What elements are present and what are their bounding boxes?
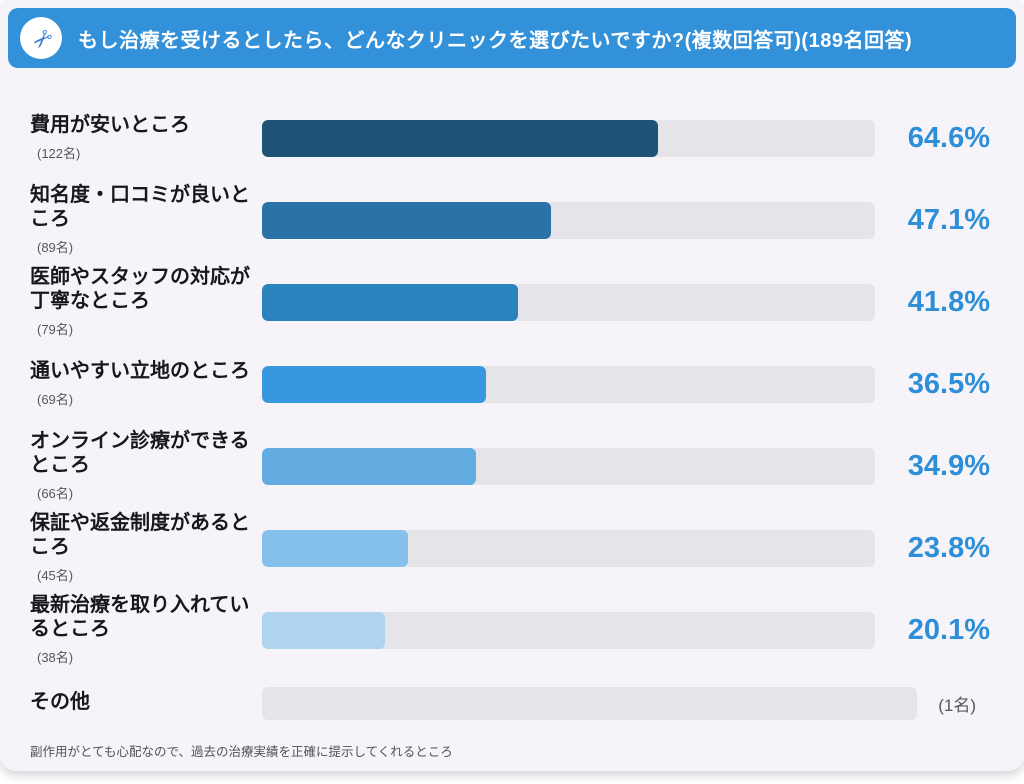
- value-label: 41.8%: [907, 285, 990, 318]
- bar-track: [262, 686, 917, 720]
- category-label: オンライン診療ができるところ: [30, 430, 250, 476]
- category-cell: その他: [30, 691, 262, 715]
- category-count: (38名): [37, 649, 74, 665]
- category-cell: 医師やスタッフの対応が丁寧なところ (79名): [30, 266, 262, 337]
- category-count: (122名): [37, 145, 81, 161]
- bar-fill: [262, 201, 551, 239]
- category-label: その他: [30, 691, 90, 714]
- category-label: 費用が安いところ: [30, 114, 190, 137]
- bar-track: [262, 611, 875, 649]
- category-count: (79名): [37, 321, 74, 337]
- bar-rows: 費用が安いところ (122名) 64.6% 知名度・口コミが良いところ (89名…: [0, 76, 1024, 760]
- category-label: 通いやすい立地のところ: [30, 360, 250, 383]
- category-count: (45名): [37, 567, 74, 583]
- bar-fill: [262, 611, 386, 649]
- category-count: (66名): [37, 485, 74, 501]
- table-row: 通いやすい立地のところ (69名) 36.5%: [30, 343, 990, 425]
- bar-track: [262, 283, 875, 321]
- header-icon-badge: ✂: [20, 17, 62, 59]
- chart-header: ✂ もし治療を受けるとしたら、どんなクリニックを選びたいですか?(複数回答可)(…: [8, 8, 1016, 68]
- value-label: 34.9%: [907, 449, 990, 482]
- table-row: 保証や返金制度があるところ (45名) 23.8%: [30, 507, 990, 589]
- category-label: 最新治療を取り入れているところ: [30, 594, 250, 640]
- other-answer-note: 副作用がとても心配なので、過去の治療実績を正確に提示してくれるところ: [30, 745, 453, 759]
- category-label: 保証や返金制度があるところ: [30, 512, 250, 558]
- category-count: (1名): [938, 695, 976, 715]
- bar-fill: [262, 447, 476, 485]
- bar-track: [262, 365, 875, 403]
- category-cell: 費用が安いところ (122名): [30, 114, 262, 162]
- value-label: 47.1%: [907, 203, 990, 236]
- category-cell: 保証や返金制度があるところ (45名): [30, 512, 262, 583]
- table-row: オンライン診療ができるところ (66名) 34.9%: [30, 425, 990, 507]
- category-cell: オンライン診療ができるところ (66名): [30, 430, 262, 501]
- bar-track: [262, 119, 875, 157]
- bar-fill: [262, 119, 658, 157]
- category-cell: 最新治療を取り入れているところ (38名): [30, 594, 262, 665]
- bar-track: [262, 447, 875, 485]
- category-count: (69名): [37, 391, 74, 407]
- value-label: 20.1%: [907, 613, 990, 646]
- bar-fill: [262, 283, 519, 321]
- table-row: 最新治療を取り入れているところ (38名) 20.1%: [30, 589, 990, 671]
- bar-track: [262, 201, 875, 239]
- bar-fill: [262, 365, 486, 403]
- value-label: 36.5%: [907, 367, 990, 400]
- bar-fill: [262, 529, 408, 567]
- category-cell: 知名度・口コミが良いところ (89名): [30, 184, 262, 255]
- bar-track: [262, 529, 875, 567]
- value-label: 23.8%: [907, 531, 990, 564]
- category-count: (89名): [37, 239, 74, 255]
- table-row-other: その他 (1名): [30, 671, 990, 735]
- table-row: 知名度・口コミが良いところ (89名) 47.1%: [30, 179, 990, 261]
- value-label: 64.6%: [907, 121, 990, 154]
- table-row: 費用が安いところ (122名) 64.6%: [30, 97, 990, 179]
- table-row: 医師やスタッフの対応が丁寧なところ (79名) 41.8%: [30, 261, 990, 343]
- chart-title: もし治療を受けるとしたら、どんなクリニックを選びたいですか?(複数回答可)(18…: [78, 29, 913, 52]
- scissors-icon: ✂: [24, 21, 59, 56]
- category-cell: 通いやすい立地のところ (69名): [30, 360, 262, 408]
- category-label: 医師やスタッフの対応が丁寧なところ: [30, 266, 250, 312]
- category-label: 知名度・口コミが良いところ: [30, 184, 250, 230]
